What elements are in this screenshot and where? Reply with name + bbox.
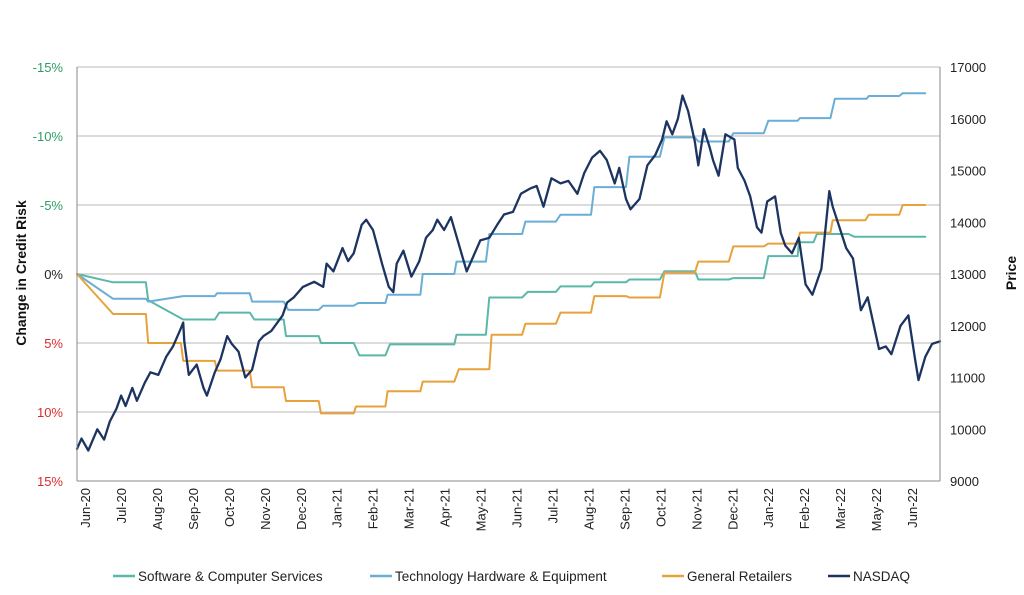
right-tick-label: 11000 xyxy=(950,371,985,386)
legend-label: Technology Hardware & Equipment xyxy=(395,569,607,584)
x-tick-label: Oct-21 xyxy=(653,488,668,527)
x-tick-label: Jun-22 xyxy=(905,488,920,528)
x-tick-label: Apr-21 xyxy=(438,488,453,527)
legend-label: NASDAQ xyxy=(853,569,910,584)
left-tick-label: 5% xyxy=(44,336,63,351)
x-tick-label: Dec-21 xyxy=(725,488,740,530)
axes xyxy=(76,67,941,482)
x-tick-label: Sep-21 xyxy=(617,488,632,530)
x-tick-label: Aug-20 xyxy=(150,488,165,530)
right-tick-label: 15000 xyxy=(950,164,986,179)
right-tick-label: 12000 xyxy=(950,319,986,334)
left-tick-label: -15% xyxy=(33,60,64,75)
series-line-software-computer-services xyxy=(76,233,927,357)
left-tick-label: -10% xyxy=(33,129,64,144)
right-tick-label: 14000 xyxy=(950,215,986,230)
right-tick-label: 13000 xyxy=(950,267,986,282)
legend-label: General Retailers xyxy=(687,569,792,584)
x-tick-label: Jul-20 xyxy=(114,488,129,523)
x-tick-label: Jan-21 xyxy=(330,488,345,528)
x-axis-ticks: Jun-20 Jul-20 Aug-20 Sep-20 Oct-20 Nov-20 Dec-… xyxy=(78,488,920,531)
series-line-technology-hardware-equipment xyxy=(76,92,927,311)
legend: Software & Computer Services Technology H… xyxy=(113,569,910,584)
x-tick-label: Jun-20 xyxy=(78,488,93,528)
x-tick-label: May-22 xyxy=(869,488,884,531)
left-axis-ticks: -15% -10% -5% 0% 5% 10% 15% xyxy=(33,60,64,489)
left-tick-label: 15% xyxy=(37,474,63,489)
right-axis-title: Price xyxy=(1003,256,1019,290)
x-tick-label: Mar-21 xyxy=(402,488,417,529)
x-tick-label: Nov-21 xyxy=(689,488,704,530)
right-tick-label: 9000 xyxy=(950,474,979,489)
gridlines xyxy=(77,66,940,482)
x-tick-label: Sep-20 xyxy=(186,488,201,530)
right-tick-label: 17000 xyxy=(950,60,986,75)
series-lines xyxy=(75,92,942,452)
x-tick-label: Jul-21 xyxy=(545,488,560,523)
x-tick-label: Feb-21 xyxy=(366,488,381,529)
x-tick-label: Jan-22 xyxy=(761,488,776,528)
x-tick-label: Mar-22 xyxy=(833,488,848,529)
legend-label: Software & Computer Services xyxy=(138,569,323,584)
right-axis-ticks: 9000 10000 11000 12000 13000 14000 15000 16000 1… xyxy=(950,60,986,489)
x-tick-label: Oct-20 xyxy=(222,488,237,527)
left-tick-label: -5% xyxy=(40,198,64,213)
x-tick-label: Dec-20 xyxy=(294,488,309,530)
x-tick-label: Jun-21 xyxy=(510,488,525,528)
x-tick-label: Feb-22 xyxy=(797,488,812,529)
series-line-general-retailers xyxy=(76,204,927,415)
x-tick-label: May-21 xyxy=(474,488,489,531)
right-tick-label: 10000 xyxy=(950,422,986,437)
series-line-nasdaq xyxy=(75,94,942,452)
left-axis-title: Change in Credit Risk xyxy=(13,200,29,346)
left-tick-label: 10% xyxy=(37,405,63,420)
left-tick-label: 0% xyxy=(44,267,63,282)
x-tick-label: Nov-20 xyxy=(258,488,273,530)
x-tick-label: Aug-21 xyxy=(581,488,596,530)
right-tick-label: 16000 xyxy=(950,112,986,127)
